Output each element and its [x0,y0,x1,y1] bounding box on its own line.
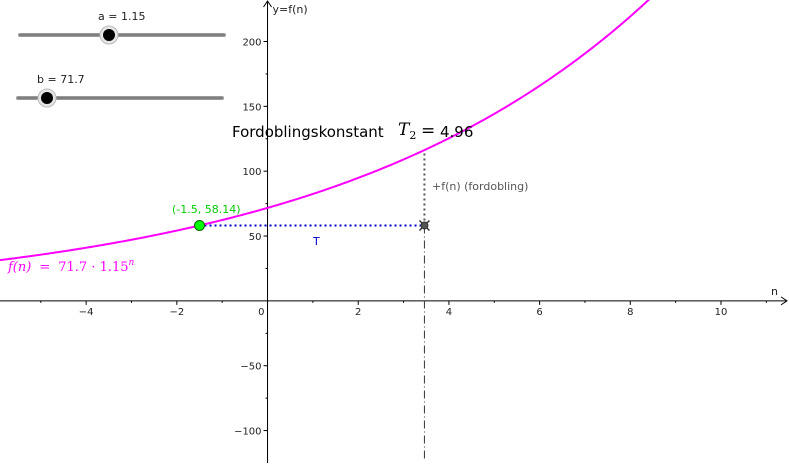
y-tick-label: 50 [249,232,262,243]
x-axis-label: n [771,285,778,298]
slider-b[interactable]: b = 71.7 [16,73,224,108]
function-label: f(n) = 71.7 · 1.15n [7,258,135,275]
x-tick-label: 8 [627,307,633,318]
segment-t-label: T [312,235,320,248]
x-tick-label: 4 [446,307,452,318]
doubling-vertical-label: +f(n) (fordobling) [432,180,528,193]
y-axis-arrow [263,0,272,8]
doubling-constant-equals: = [421,121,435,141]
doubling-constant-symbol: T2 [398,120,416,142]
slider-a-label: a = 1.15 [98,10,145,23]
y-tick-label: 100 [242,167,261,178]
x-axis-arrow [780,296,788,306]
x-tick-label: −2 [169,307,184,318]
doubling-constant-title: Fordoblingskonstant [232,123,384,141]
movable-point[interactable] [194,219,206,231]
doubling-constant-value: 4.96 [440,123,473,141]
y-tick-label: −50 [240,362,261,373]
slider-a[interactable]: a = 1.15 [18,10,226,45]
doubling-point [420,221,429,230]
x-tick-label: 0 [258,307,264,318]
x-tick-label: 2 [355,307,361,318]
y-tick-label: −100 [234,427,261,438]
function-curve[interactable] [0,0,710,262]
x-tick-label: 10 [715,307,728,318]
point-label: (-1.5, 58.14) [172,203,241,216]
x-tick-label: −4 [79,307,94,318]
slider-b-label: b = 71.7 [37,73,85,86]
y-tick-label: 150 [242,102,261,113]
y-axis-label: y=f(n) [273,3,308,16]
y-tick-label: 200 [242,38,261,49]
x-tick-label: 6 [536,307,542,318]
